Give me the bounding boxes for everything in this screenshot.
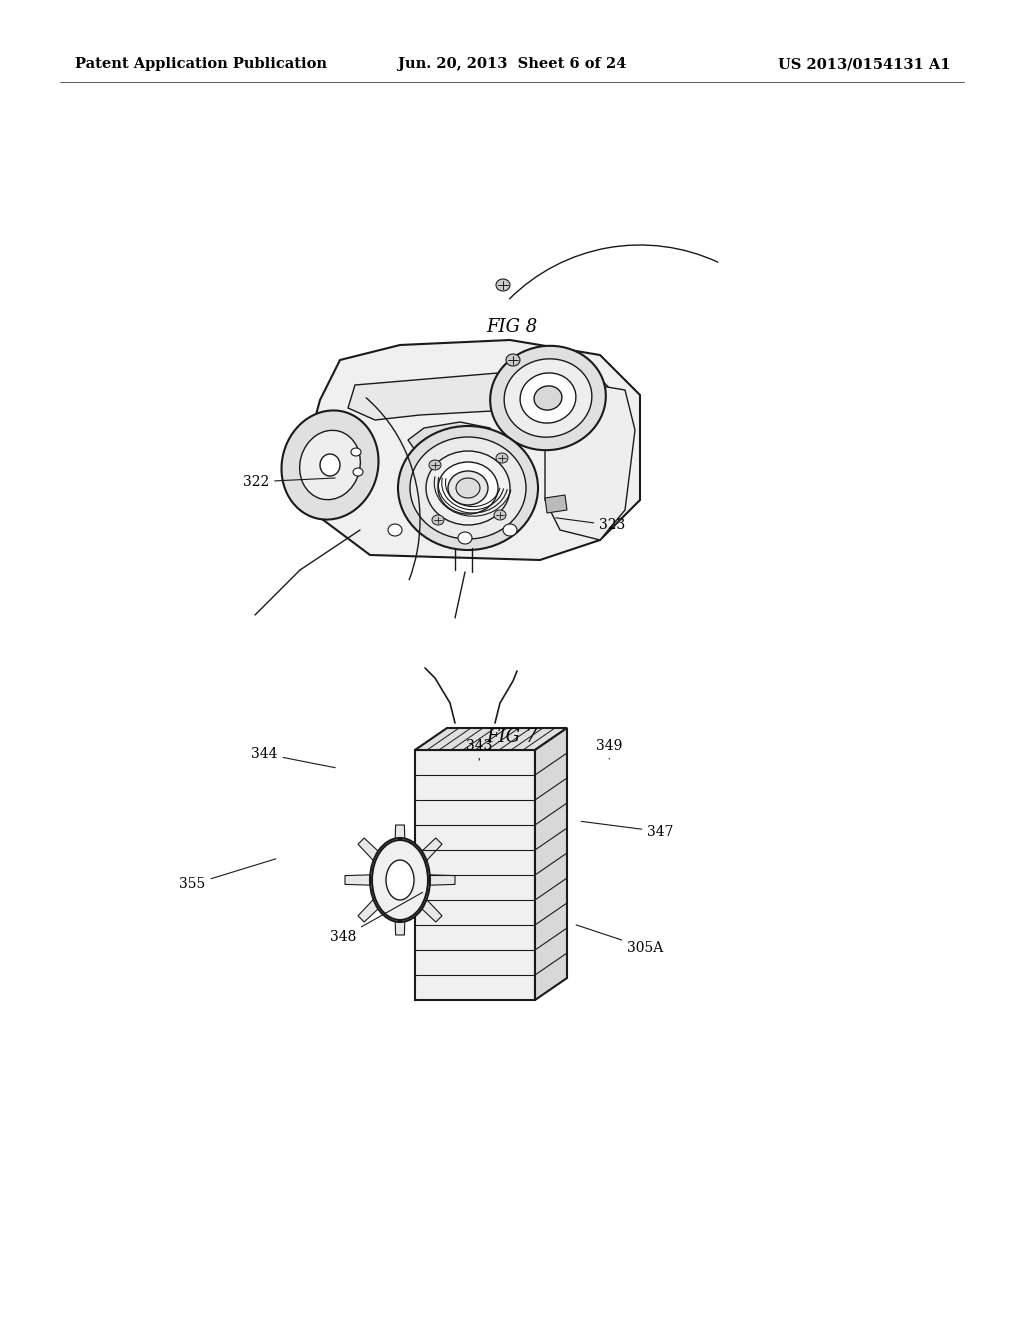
Ellipse shape (351, 447, 361, 455)
Ellipse shape (429, 459, 441, 470)
Polygon shape (394, 898, 406, 935)
Ellipse shape (504, 359, 592, 437)
Ellipse shape (370, 838, 430, 921)
Ellipse shape (372, 840, 428, 920)
Polygon shape (345, 874, 382, 886)
Polygon shape (506, 364, 572, 389)
Text: 343: 343 (466, 739, 493, 760)
Ellipse shape (319, 454, 340, 477)
Polygon shape (394, 825, 406, 862)
Polygon shape (408, 422, 495, 450)
Text: US 2013/0154131 A1: US 2013/0154131 A1 (777, 57, 950, 71)
Polygon shape (409, 838, 442, 871)
Polygon shape (348, 372, 620, 420)
Text: 344: 344 (251, 747, 335, 768)
Polygon shape (415, 750, 535, 1001)
Text: 305A: 305A (577, 925, 664, 954)
Ellipse shape (398, 426, 538, 550)
Text: 355: 355 (179, 859, 275, 891)
Text: 323: 323 (556, 517, 626, 532)
Text: FIG 7: FIG 7 (486, 727, 538, 746)
Polygon shape (418, 874, 455, 886)
Polygon shape (535, 729, 567, 1001)
Polygon shape (358, 838, 391, 871)
Polygon shape (545, 380, 635, 540)
Text: 349: 349 (596, 739, 623, 759)
Ellipse shape (410, 437, 526, 539)
Ellipse shape (438, 462, 498, 513)
Ellipse shape (388, 524, 402, 536)
Ellipse shape (535, 385, 562, 411)
Text: 322: 322 (243, 475, 335, 488)
Ellipse shape (386, 861, 414, 900)
Polygon shape (415, 729, 567, 750)
Ellipse shape (458, 532, 472, 544)
Polygon shape (545, 495, 567, 513)
Text: Patent Application Publication: Patent Application Publication (75, 57, 327, 71)
Ellipse shape (426, 451, 510, 525)
Text: 348: 348 (330, 892, 423, 944)
Ellipse shape (282, 411, 379, 520)
Text: 347: 347 (582, 821, 674, 838)
Ellipse shape (449, 471, 488, 506)
Ellipse shape (520, 374, 575, 424)
Ellipse shape (506, 354, 520, 366)
Ellipse shape (496, 279, 510, 290)
Ellipse shape (494, 510, 506, 520)
Ellipse shape (432, 515, 444, 525)
Ellipse shape (353, 469, 362, 477)
Polygon shape (305, 341, 640, 560)
Ellipse shape (496, 453, 508, 463)
Text: FIG 8: FIG 8 (486, 318, 538, 337)
Ellipse shape (503, 524, 517, 536)
Ellipse shape (456, 478, 480, 498)
Ellipse shape (300, 430, 360, 500)
Polygon shape (358, 888, 391, 921)
Polygon shape (409, 888, 442, 921)
Ellipse shape (490, 346, 606, 450)
Text: Jun. 20, 2013  Sheet 6 of 24: Jun. 20, 2013 Sheet 6 of 24 (397, 57, 627, 71)
